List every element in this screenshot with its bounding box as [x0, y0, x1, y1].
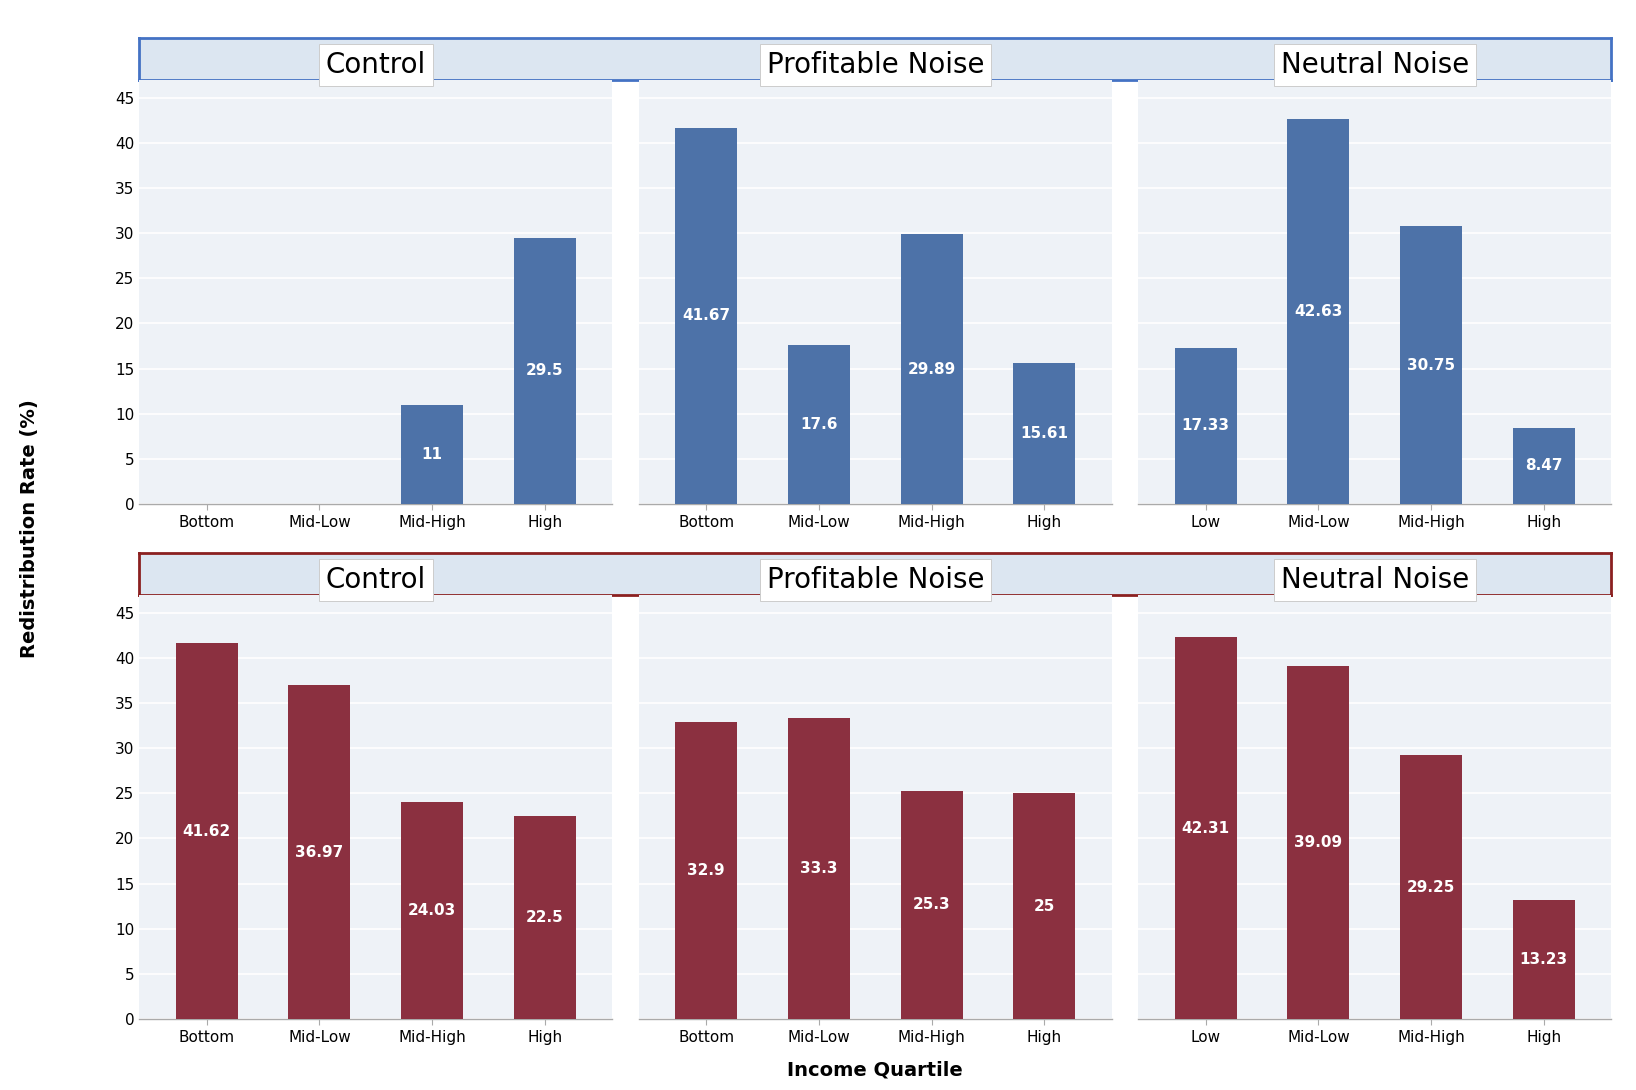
- Text: 41.62: 41.62: [183, 824, 231, 838]
- Text: 8.47: 8.47: [1525, 459, 1562, 473]
- Title: Control: Control: [326, 566, 425, 594]
- Text: 11: 11: [422, 447, 443, 462]
- Text: 13.23: 13.23: [1520, 952, 1567, 967]
- Text: 42.63: 42.63: [1294, 304, 1343, 319]
- Bar: [900, 790, 962, 1019]
- Bar: [514, 238, 576, 504]
- Text: Income Quartile: Income Quartile: [787, 1061, 964, 1079]
- Text: 33.3: 33.3: [800, 861, 838, 876]
- Text: 17.6: 17.6: [800, 417, 838, 432]
- Text: 25: 25: [1034, 899, 1055, 913]
- Bar: [676, 128, 738, 504]
- Text: 17.33: 17.33: [1181, 419, 1230, 434]
- Text: 36.97: 36.97: [294, 845, 344, 860]
- Bar: [1175, 637, 1237, 1019]
- Text: 29.25: 29.25: [1407, 880, 1456, 895]
- Bar: [1513, 899, 1575, 1019]
- Bar: [900, 234, 962, 504]
- Title: Profitable Noise: Profitable Noise: [767, 50, 983, 78]
- Title: Neutral Noise: Neutral Noise: [1281, 566, 1469, 594]
- Text: 22.5: 22.5: [525, 910, 564, 925]
- Bar: [1513, 427, 1575, 504]
- Title: Neutral Noise: Neutral Noise: [1281, 50, 1469, 78]
- Bar: [1400, 755, 1463, 1019]
- Bar: [401, 802, 463, 1019]
- Bar: [1175, 348, 1237, 504]
- Text: 42.31: 42.31: [1181, 821, 1230, 836]
- Bar: [789, 346, 851, 504]
- Text: 39.09: 39.09: [1294, 835, 1343, 850]
- Text: Redistribution Rate (%): Redistribution Rate (%): [20, 399, 39, 658]
- Bar: [789, 718, 851, 1019]
- Bar: [1400, 227, 1463, 504]
- Text: 25.3: 25.3: [913, 897, 951, 912]
- Text: 29.89: 29.89: [908, 362, 955, 377]
- Text: 41.67: 41.67: [682, 308, 730, 324]
- Bar: [401, 404, 463, 504]
- Bar: [1288, 119, 1350, 504]
- Title: Profitable Noise: Profitable Noise: [767, 566, 983, 594]
- Text: 15.61: 15.61: [1021, 426, 1068, 441]
- Text: MODEST: MODEST: [833, 50, 918, 68]
- Bar: [288, 686, 350, 1019]
- Bar: [514, 816, 576, 1019]
- Text: 24.03: 24.03: [407, 904, 456, 918]
- Bar: [1288, 666, 1350, 1019]
- Bar: [1013, 794, 1075, 1019]
- Bar: [1013, 363, 1075, 504]
- Text: OVERCONFIDENT: OVERCONFIDENT: [790, 565, 960, 583]
- Text: 32.9: 32.9: [687, 863, 725, 879]
- Bar: [676, 722, 738, 1019]
- Text: 30.75: 30.75: [1407, 358, 1454, 373]
- Text: 29.5: 29.5: [527, 363, 563, 378]
- Title: Control: Control: [326, 50, 425, 78]
- Bar: [175, 643, 237, 1019]
